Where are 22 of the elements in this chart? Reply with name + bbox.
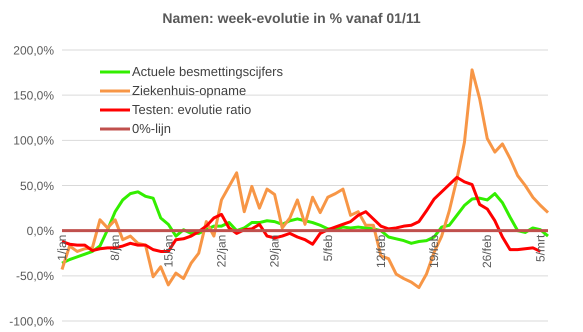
x-tick-label: 29/jan — [268, 234, 282, 268]
y-tick-label: 150,0% — [13, 88, 54, 102]
y-tick-label: 100,0% — [13, 134, 54, 148]
x-tick-label: 5/mrt — [533, 234, 548, 262]
legend-label: 0%-lijn — [132, 120, 172, 138]
x-tick-label: 22/jan — [214, 234, 228, 268]
x-tick-label: 5/feb — [320, 234, 335, 262]
y-tick-label: 0,0% — [26, 224, 54, 238]
chart-title: Namen: week-evolutie in % vanaf 01/11 — [161, 10, 422, 26]
legend-label: Testen: evolutie ratio — [132, 101, 252, 119]
x-tick-label: 19/feb — [427, 234, 442, 268]
x-tick-label: 12/feb — [374, 234, 388, 268]
x-tick-label: 26/feb — [480, 234, 494, 268]
y-tick-label: -100,0% — [9, 314, 54, 328]
y-tick-label: 50,0% — [20, 178, 54, 193]
legend-label: Ziekenhuis-opname — [132, 82, 246, 100]
y-tick-label: -50,0% — [16, 269, 54, 284]
x-tick-label: 15/jan — [161, 234, 176, 268]
legend-label: Actuele besmettingscijfers — [132, 63, 284, 81]
y-tick-label: 200,0% — [13, 43, 54, 58]
x-tick-label: 8/jan — [108, 234, 122, 261]
x-tick-label: 1/jan — [55, 234, 69, 261]
